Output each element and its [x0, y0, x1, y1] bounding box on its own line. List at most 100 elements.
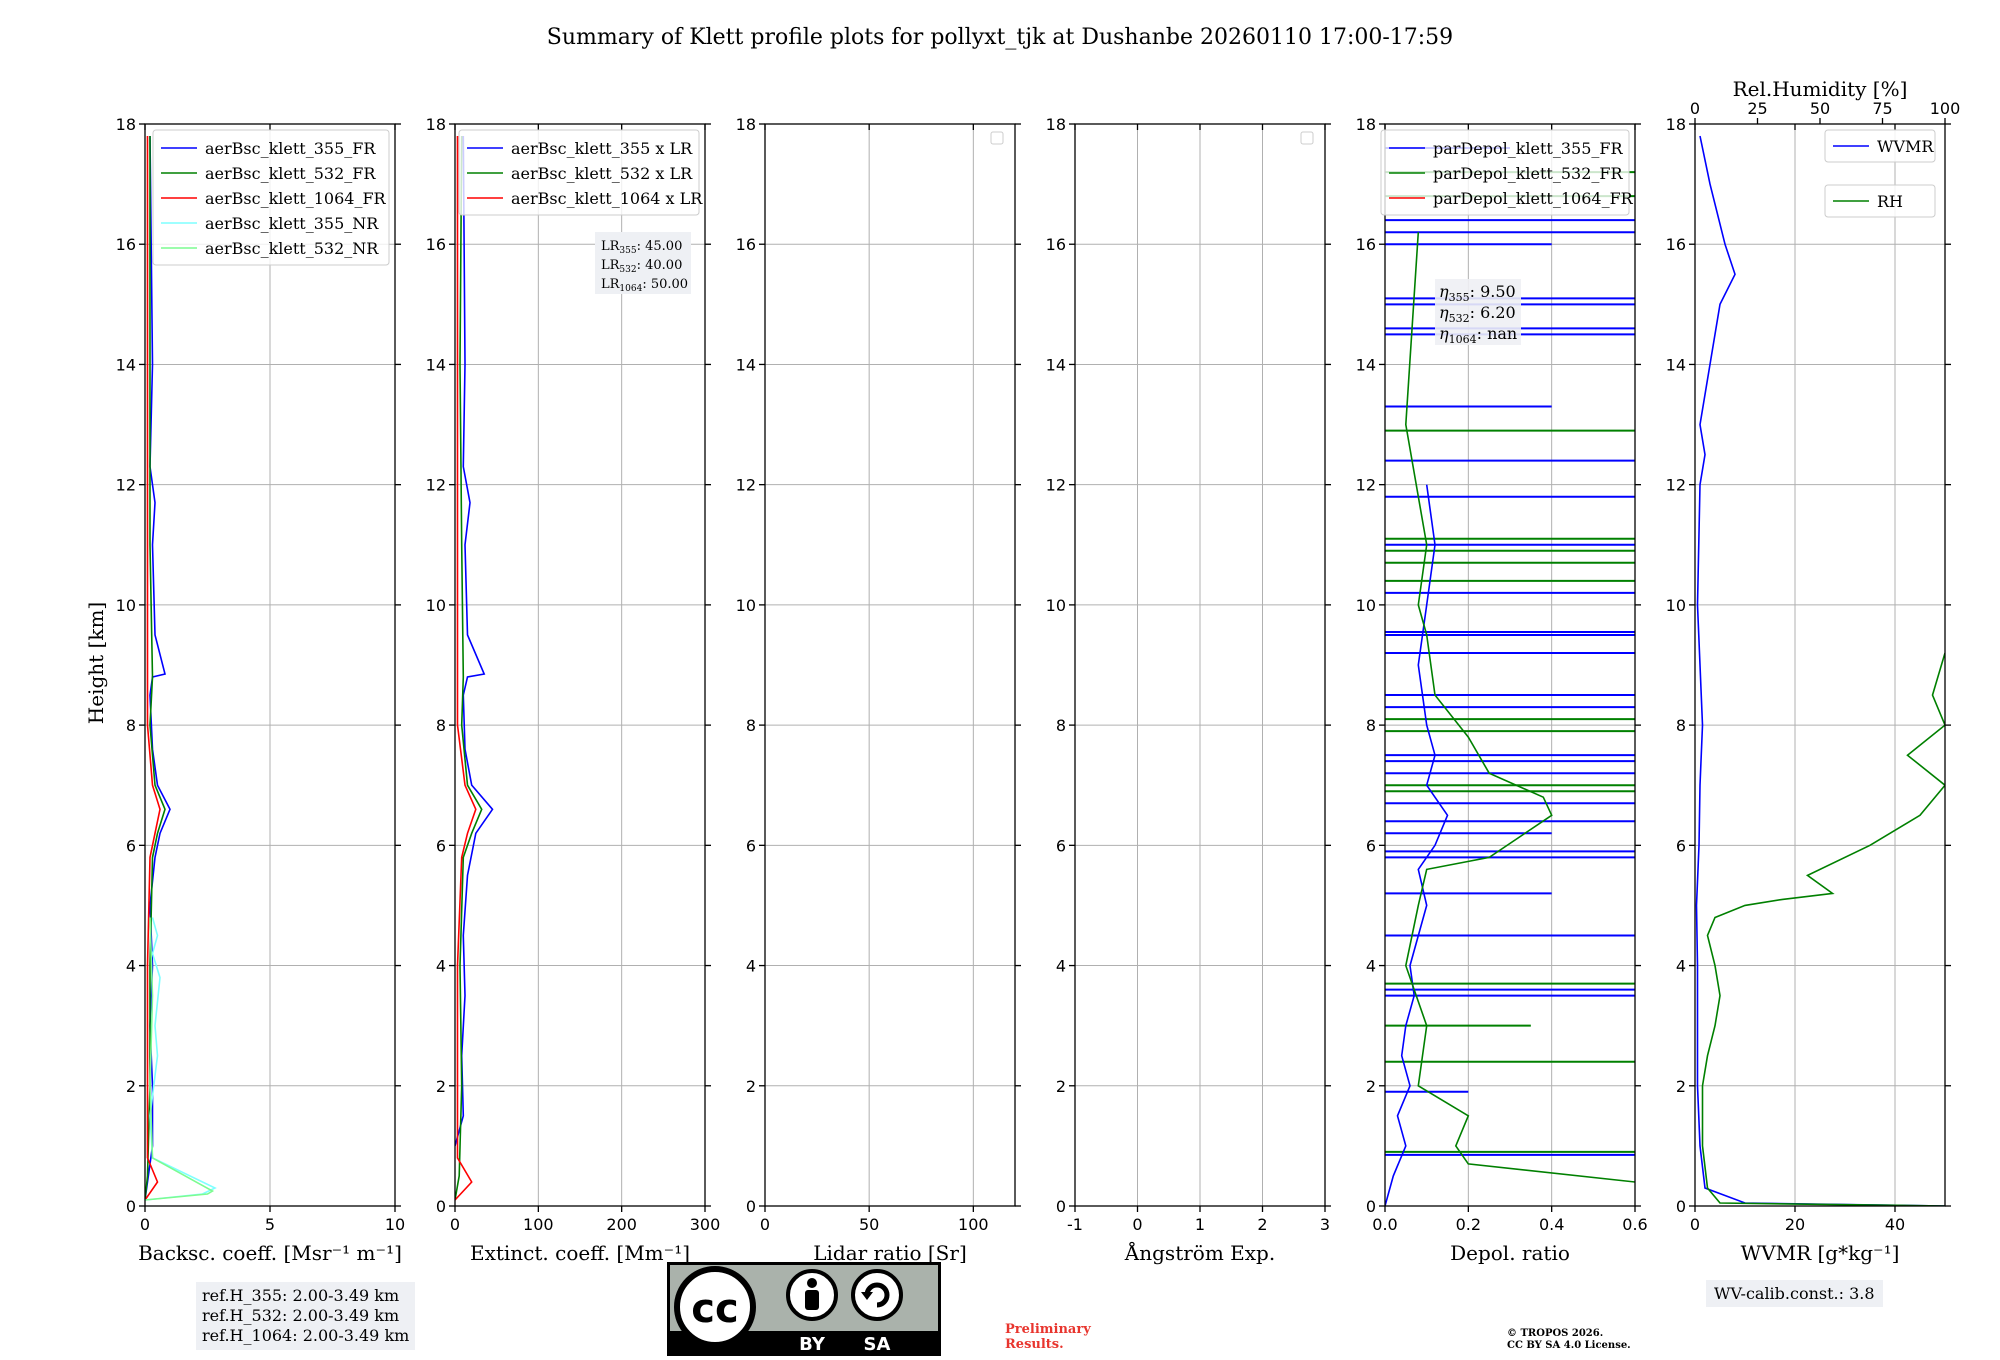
y-tick-label: 12	[116, 476, 136, 495]
series-line-aerBsc_klett_532 x LR	[455, 135, 483, 1201]
axes-frame	[764, 123, 1016, 1207]
series-line-aerBsc_klett_355_FR	[145, 135, 171, 1201]
eta-sub: 355	[1449, 291, 1470, 304]
lr-sub: 532	[619, 265, 636, 275]
cc-logo-text: cc	[691, 1286, 738, 1332]
x2-tick-label: 100	[1930, 99, 1961, 118]
panel-bsc: 0 5 10 0 2 4 6 8 10 12 14 16 18 Backsc. coeff. [Msr⁻¹…	[116, 115, 406, 1265]
copyright-line-2: CC BY SA 4.0 License.	[1507, 1340, 1631, 1351]
y-tick-label: 2	[436, 1077, 446, 1096]
legend-label: aerBsc_klett_1064 x LR	[511, 189, 703, 208]
lr-value: : 50.00	[642, 277, 688, 292]
x-tick-label: 50	[859, 1215, 879, 1234]
legend-label: parDepol_klett_1064_FR	[1433, 189, 1634, 208]
y-tick-label: 18	[426, 115, 446, 134]
x-tick-label: 100	[958, 1215, 989, 1234]
y-tick-label: 0	[1366, 1197, 1376, 1216]
x-tick-label: 300	[690, 1215, 721, 1234]
reference-height-box: ref.H_355: 2.00-3.49 km ref.H_532: 2.00-…	[196, 1282, 416, 1350]
lr-base: LR	[601, 239, 621, 254]
x-axis-label: Depol. ratio	[1450, 1241, 1570, 1265]
y-tick-label: 10	[426, 596, 446, 615]
y-tick-label: 0	[1676, 1197, 1686, 1216]
y-tick-label: 8	[746, 716, 756, 735]
plot-area-ext	[455, 135, 494, 1201]
y-tick-label: 14	[1046, 355, 1066, 374]
x-tick-label: 0	[450, 1215, 460, 1234]
empty-legend-box	[990, 131, 1004, 145]
y-tick-label: 16	[116, 235, 136, 254]
plot-area-bsc	[145, 135, 217, 1201]
legend-label: aerBsc_klett_355 x LR	[511, 139, 693, 158]
y-axis-label: Height [km]	[84, 602, 108, 724]
eta-label: η532: 6.20	[1439, 303, 1516, 325]
y-tick-label: 8	[1366, 716, 1376, 735]
y-tick-label: 18	[736, 115, 756, 134]
preliminary-line-2: Results.	[1005, 1337, 1064, 1352]
eta-sub: 532	[1449, 312, 1470, 325]
y-tick-label: 0	[746, 1197, 756, 1216]
y-tick-label: 2	[1056, 1077, 1066, 1096]
legend-label: aerBsc_klett_355_NR	[205, 214, 379, 233]
series-line-aerBsc_klett_355 x LR	[455, 135, 494, 1147]
lr-annotation-box	[595, 232, 691, 294]
eta-base: η	[1439, 324, 1449, 343]
y-tick-label: 14	[1666, 355, 1686, 374]
legend-box	[152, 129, 390, 266]
series-line-aerBsc_klett_532_NR	[145, 917, 215, 1201]
copyright-note: © TROPOS 2026. CC BY SA 4.0 License.	[1507, 1328, 1631, 1352]
y-tick-label: 8	[1056, 716, 1066, 735]
y-tick-label: 18	[1666, 115, 1686, 134]
panel-depol: 0.0 0.2 0.4 0.6 0 2 4 6 8 10 12 14 16 18 Depol. ratio p…	[1356, 115, 1648, 1265]
lr-base: LR	[601, 258, 621, 273]
y-tick-label: 6	[1056, 836, 1066, 855]
y-tick-label: 0	[126, 1197, 136, 1216]
y-tick-label: 4	[746, 957, 756, 976]
y-tick-label: 12	[426, 476, 446, 495]
y-tick-label: 12	[1666, 476, 1686, 495]
x-axis-label: Backsc. coeff. [Msr⁻¹ m⁻¹]	[138, 1241, 402, 1265]
series-line-WVMR	[1695, 135, 1945, 1206]
eta-label: η355: 9.50	[1439, 282, 1516, 304]
panel-ext: 0 100 200 300 0 2 4 6 8 10 12 14 16 18 Extinct. coeff.…	[426, 115, 721, 1265]
y-tick-label: 2	[1676, 1077, 1686, 1096]
series-line-aerBsc_klett_1064_FR	[145, 136, 161, 1201]
y-tick-label: 16	[736, 235, 756, 254]
y-tick-label: 14	[736, 355, 756, 374]
y-tick-label: 4	[1056, 957, 1066, 976]
lr-base: LR	[601, 277, 621, 292]
axes-frame	[1384, 123, 1636, 1207]
y-tick-label: 4	[1676, 957, 1686, 976]
series-line-aerBsc_klett_355_NR	[145, 917, 217, 1201]
y-tick-label: 0	[1056, 1197, 1066, 1216]
lr-label: LR355: 45.00	[601, 239, 682, 256]
series-line-RH	[1701, 652, 1945, 1206]
y-tick-label: 16	[426, 235, 446, 254]
x-axis-label: Extinct. coeff. [Mm⁻¹]	[470, 1241, 690, 1265]
y-tick-label: 18	[1356, 115, 1376, 134]
y-tick-label: 0	[436, 1197, 446, 1216]
lr-sub: 1064	[619, 284, 642, 294]
y-tick-label: 10	[1356, 596, 1376, 615]
empty-legend-box	[1300, 131, 1314, 145]
x-tick-label: 20	[1785, 1215, 1805, 1234]
legend-label: aerBsc_klett_1064_FR	[205, 189, 387, 208]
cc-sa-label: SA	[864, 1334, 891, 1355]
lr-label: LR1064: 50.00	[601, 277, 688, 294]
legend-label: RH	[1877, 192, 1903, 211]
legend-label: aerBsc_klett_532 x LR	[511, 164, 693, 183]
y-tick-label: 16	[1356, 235, 1376, 254]
legend-label: aerBsc_klett_355_FR	[205, 139, 376, 158]
y-tick-label: 14	[426, 355, 446, 374]
eta-base: η	[1439, 303, 1449, 322]
y-tick-label: 2	[1366, 1077, 1376, 1096]
y-tick-label: 18	[116, 115, 136, 134]
x-tick-label: 2	[1257, 1215, 1267, 1234]
y-tick-label: 2	[126, 1077, 136, 1096]
legend-box	[1824, 129, 1936, 163]
ref-height-355: ref.H_355: 2.00-3.49 km	[202, 1286, 400, 1305]
y-tick-label: 10	[1666, 596, 1686, 615]
panel-lr: 0 50 100 0 2 4 6 8 10 12 14 16 18 Lidar ratio [Sr]	[736, 115, 1021, 1265]
x-tick-label: 0	[1690, 1215, 1700, 1234]
legend-label: aerBsc_klett_532_NR	[205, 239, 379, 258]
